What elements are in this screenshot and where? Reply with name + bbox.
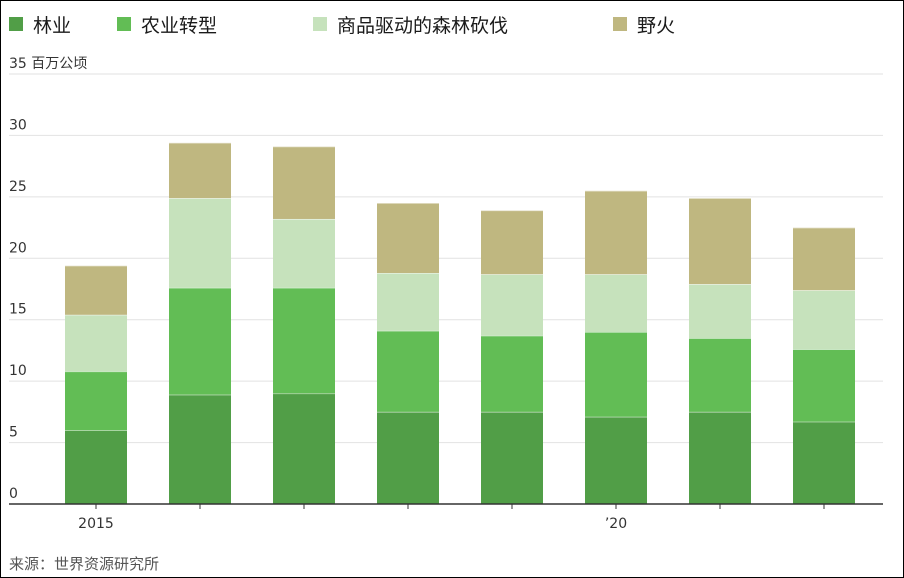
bar-segment xyxy=(481,335,543,412)
bar-segment xyxy=(481,210,543,275)
bar-segment xyxy=(689,284,751,339)
bar-segment xyxy=(481,411,543,504)
legend-swatch-commodity-deforestation xyxy=(313,17,327,31)
legend: 林业 农业转型 商品驱动的森林砍伐 野火 xyxy=(9,9,889,39)
bar-segment xyxy=(273,287,335,394)
y-tick-label: 5 xyxy=(9,425,18,441)
y-tick-label: 10 xyxy=(9,363,27,379)
y-tick-label: 25 xyxy=(9,179,27,195)
bar-segment xyxy=(377,330,439,412)
y-tick-label: 20 xyxy=(9,240,27,256)
y-axis-label: 35 百万公顷 xyxy=(9,56,87,72)
bar-segment xyxy=(273,146,335,219)
legend-swatch-wildfire xyxy=(613,17,627,31)
legend-label-forestry: 林业 xyxy=(33,14,72,37)
legend-swatch-forestry xyxy=(9,17,23,31)
legend-label-agriculture: 农业转型 xyxy=(141,14,218,37)
legend-label-wildfire: 野火 xyxy=(637,14,676,37)
bar-segment xyxy=(689,338,751,412)
bar-segment xyxy=(169,394,231,504)
legend-item-commodity-deforestation: 商品驱动的森林砍伐 xyxy=(313,9,508,39)
bar-segment xyxy=(377,203,439,274)
bar-segment xyxy=(273,393,335,504)
y-tick-label: 0 xyxy=(9,486,18,502)
bar-segment xyxy=(65,430,127,504)
y-tick-label: 30 xyxy=(9,117,27,133)
bar-segment xyxy=(377,411,439,504)
legend-swatch-agriculture xyxy=(117,17,131,31)
bar-segment xyxy=(793,349,855,422)
x-tick-label: ’20 xyxy=(605,516,627,532)
bar-segment xyxy=(585,416,647,504)
bar-segment xyxy=(65,371,127,431)
y-tick-label: 15 xyxy=(9,302,27,318)
legend-item-forestry: 林业 xyxy=(9,9,71,39)
bar-segment xyxy=(169,198,231,288)
legend-label-commodity-deforestation: 商品驱动的森林砍伐 xyxy=(337,14,509,37)
bar-segment xyxy=(689,198,751,285)
bar-segment xyxy=(793,227,855,291)
source-note: 来源：世界资源研究所 xyxy=(9,555,160,573)
bar-segment xyxy=(585,332,647,417)
bar-segment xyxy=(169,142,231,199)
bar-segment xyxy=(65,265,127,315)
bar-segment xyxy=(585,190,647,275)
legend-item-agriculture: 农业转型 xyxy=(117,9,217,39)
bar-segment xyxy=(481,274,543,336)
bar-segment xyxy=(273,218,335,288)
bar-segment xyxy=(65,314,127,372)
bar-segment xyxy=(377,273,439,331)
bar-segment xyxy=(585,274,647,332)
bar-segment xyxy=(169,287,231,395)
bar-segment xyxy=(793,290,855,350)
x-tick-label: 2015 xyxy=(78,516,114,532)
bar-segment xyxy=(793,421,855,504)
legend-item-wildfire: 野火 xyxy=(613,9,675,39)
bar-segment xyxy=(689,411,751,504)
